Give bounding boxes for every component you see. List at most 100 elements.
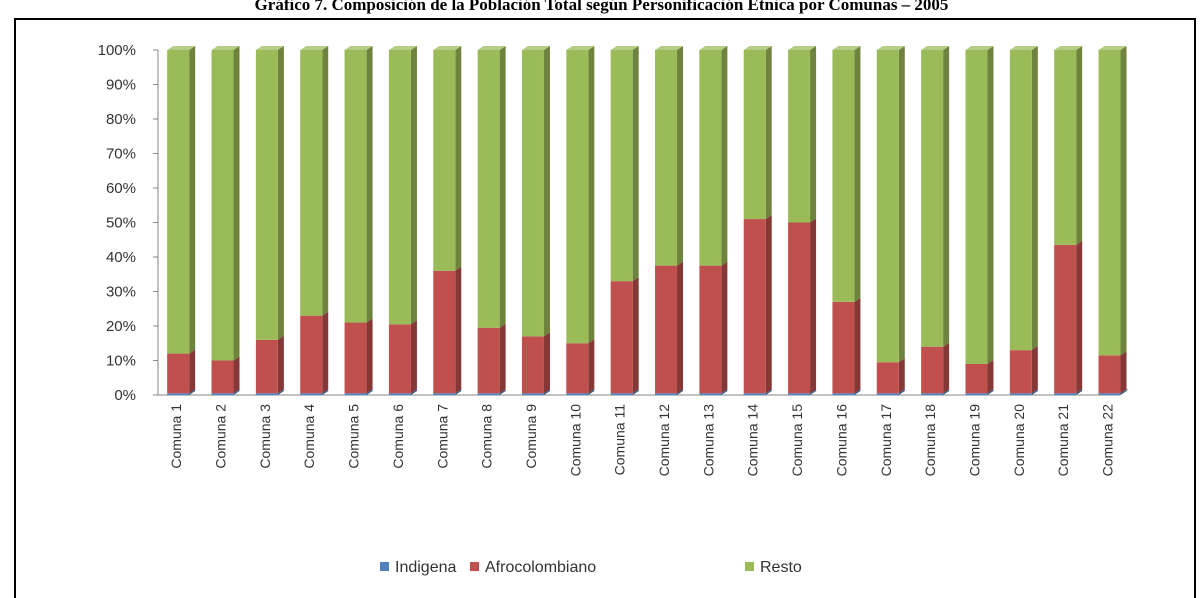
bar-side [677,261,684,394]
bar-side [499,46,506,328]
chart-frame [14,18,1196,598]
bar-top [521,46,550,50]
bar-side [765,46,772,220]
bar-side [1076,389,1083,395]
category-label: Comuna 16 [833,404,849,477]
bar-side [410,320,417,394]
bars [167,46,1127,395]
bar-segment [921,393,944,395]
bar-side [765,389,772,395]
bar-segment [1054,244,1077,394]
category-label: Comuna 12 [656,404,672,477]
bar-segment [477,50,500,328]
bar-segment [743,219,766,394]
y-tick-label: 80% [106,111,136,128]
bar-side [721,261,728,394]
bar-segment [167,353,190,394]
bar-segment [1098,50,1121,356]
bar-segment [433,270,456,394]
bar-segment [1054,393,1077,395]
y-tick-label: 90% [106,77,136,94]
bar-side [233,46,240,361]
category-label: Comuna 6 [390,404,406,469]
bar-segment [921,50,944,347]
bar-side [455,46,462,271]
bar-top [1054,46,1083,50]
category-label: Comuna 11 [612,404,628,476]
bar-side [810,389,817,395]
bar-side [721,389,728,395]
bar-segment [211,360,234,394]
bar-top [477,46,506,50]
bar-side [233,389,240,395]
bar-segment [788,50,811,223]
bar-top [300,46,329,50]
bar-side [1120,351,1127,394]
bar-segment [610,393,633,395]
bar-segment [344,393,367,395]
legend-swatch [745,562,754,571]
bar-segment [521,393,544,395]
bar-side [543,46,550,337]
legend-swatch [470,562,479,571]
bar-side [455,389,462,395]
bar-segment [832,50,855,302]
bar-side [987,359,994,394]
bar-side [366,389,373,395]
y-tick-label: 60% [106,180,136,197]
category-label: Comuna 20 [1011,404,1027,477]
bar-top [344,46,373,50]
bar-segment [1009,350,1032,394]
bar-side [632,46,639,282]
bar-side [765,215,772,394]
bar-segment [211,50,234,361]
y-tick-label: 40% [106,249,136,266]
y-tick-label: 100% [98,42,136,59]
bar-side [721,46,728,266]
bar-side [677,389,684,395]
bar-side [943,389,950,395]
bar-side [588,389,595,395]
bar-side [1076,240,1083,394]
category-label: Comuna 9 [523,404,539,469]
bar-segment [477,393,500,395]
bar-segment [344,322,367,394]
bar-segment [566,50,589,344]
bar-top [699,46,728,50]
bar-side [854,389,861,395]
category-label: Comuna 7 [434,404,450,469]
bar-segment [876,50,899,363]
bar-side [632,277,639,394]
bar-side [677,46,684,266]
bar-segment [655,265,678,394]
bar-side [898,46,905,363]
bar-top [655,46,684,50]
bar-side [322,46,329,316]
bar-side [233,356,240,394]
bar-side [1120,46,1127,356]
bar-side [189,389,196,395]
category-label: Comuna 19 [966,404,982,477]
chart-title: Gráfico 7. Composición de la Población T… [254,0,949,14]
bar-top [1009,46,1038,50]
bar-top [566,46,595,50]
legend-label: Resto [760,559,802,576]
bar-top [1098,46,1127,50]
category-label: Comuna 2 [213,404,229,469]
bar-segment [832,301,855,394]
category-label: Comuna 1 [168,404,184,469]
bar-segment [255,50,278,340]
bar-segment [211,393,234,395]
legend: Indigena Afrocolombiano Resto [380,559,802,576]
legend-swatch [380,562,389,571]
bar-segment [388,50,411,325]
bar-segment [965,50,988,364]
bar-side [366,318,373,394]
bar-side [189,349,196,394]
bar-segment [743,393,766,395]
bar-side [499,323,506,394]
bar-top [388,46,417,50]
bar-top [255,46,284,50]
bar-top [832,46,861,50]
